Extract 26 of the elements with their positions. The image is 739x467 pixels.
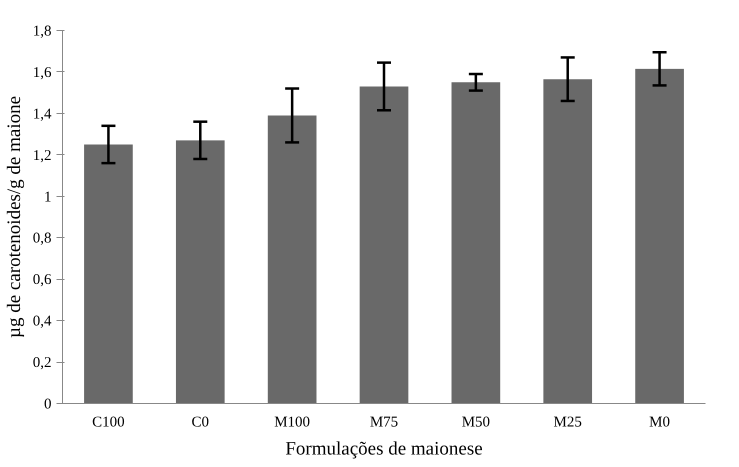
bar [360,86,408,404]
y-tick-label: 0,4 [32,314,52,330]
bar [84,144,133,404]
y-tick-label: 1,4 [32,106,52,122]
x-tick-label: M50 [462,414,490,430]
bar [268,115,316,404]
x-tick-label: C100 [92,414,125,430]
x-tick-label: M0 [649,414,670,430]
x-tick-label: M75 [370,414,398,430]
y-tick-label: 1,6 [32,64,52,81]
y-tick-label: 1,2 [32,148,52,164]
y-tick-label: 0,2 [32,355,52,372]
bar [635,68,684,404]
x-tick-label: M100 [274,414,310,430]
y-tick-label: 1 [44,189,52,206]
x-axis-title: Formulações de maionese [285,438,483,460]
y-tick-label: 0 [44,396,52,412]
x-tick-label: M25 [554,414,582,430]
bar [543,79,592,404]
y-tick-label: 0,6 [32,272,52,288]
y-tick-label: 0,8 [32,230,52,247]
y-tick-label: 1,8 [32,24,52,40]
bar [176,140,225,404]
y-axis-title: µg de carotenoides/g de maione [4,96,25,338]
bar [452,82,500,404]
x-tick-label: C0 [192,414,210,430]
